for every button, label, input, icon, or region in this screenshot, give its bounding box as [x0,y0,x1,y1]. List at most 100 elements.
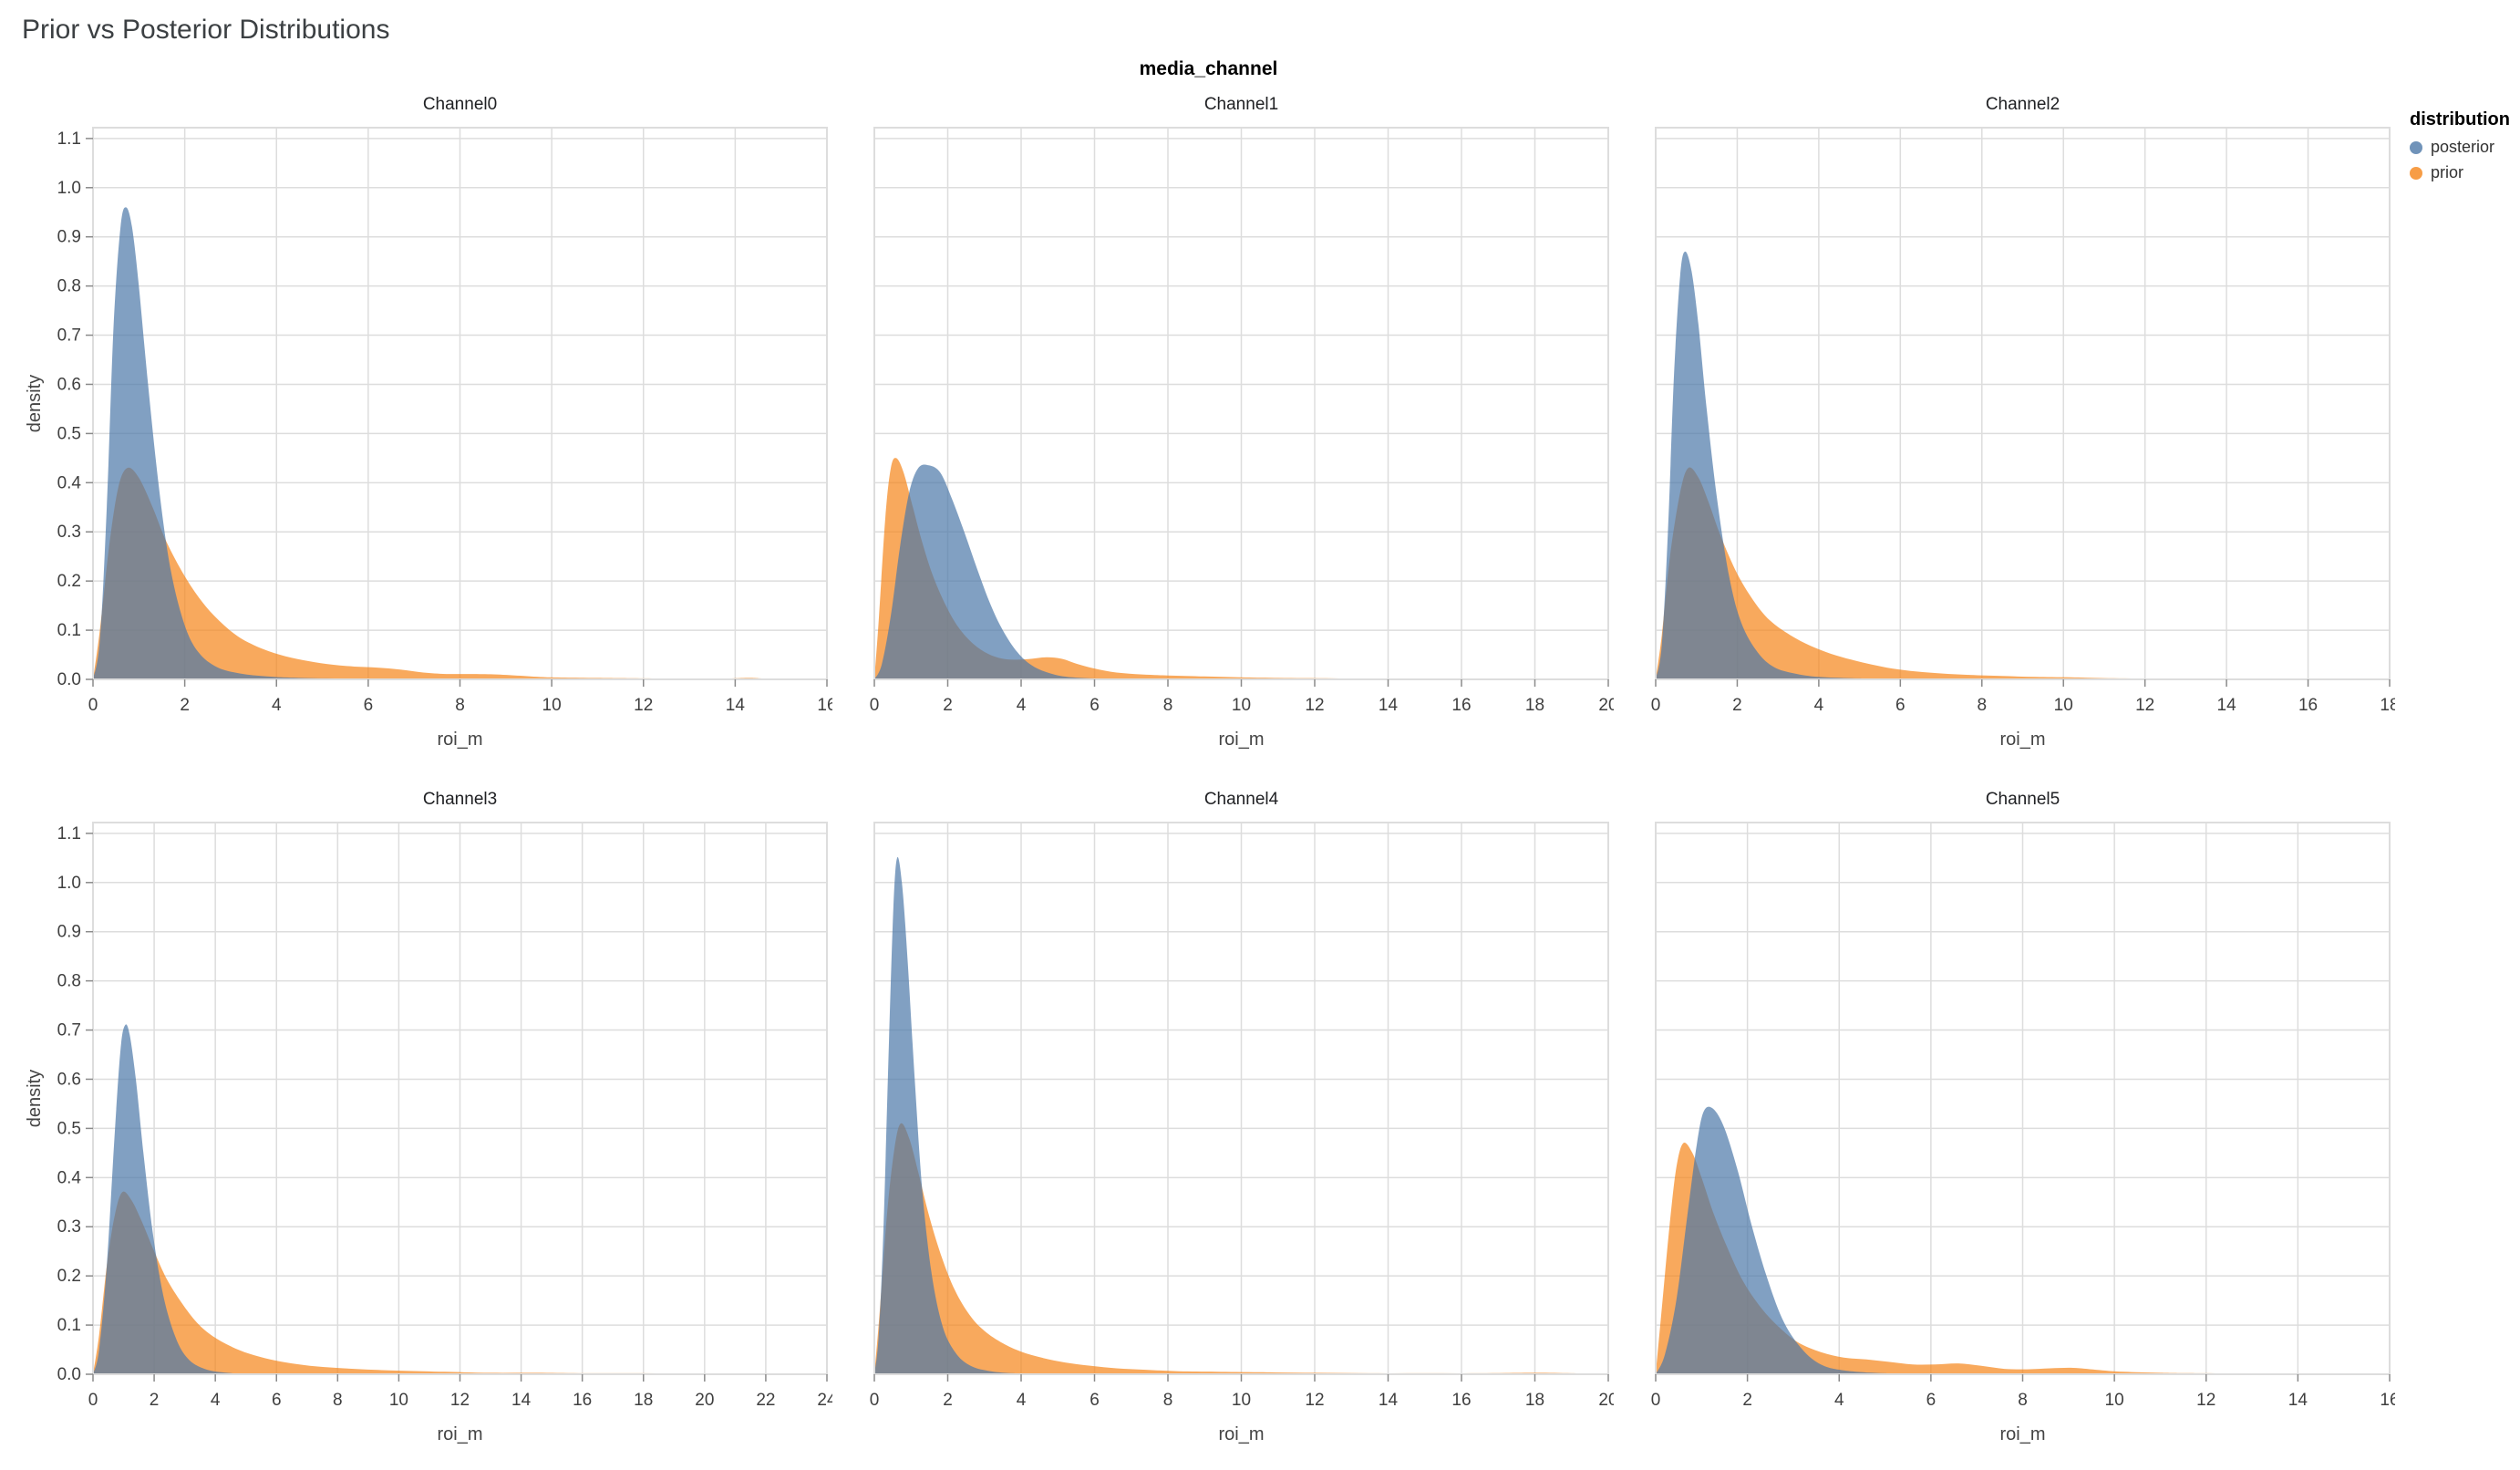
svg-text:1.0: 1.0 [57,874,81,893]
svg-text:16: 16 [1451,1391,1471,1410]
svg-text:roi_m: roi_m [1218,1424,1264,1444]
svg-text:6: 6 [1090,1391,1100,1410]
svg-text:6: 6 [1090,696,1100,715]
svg-text:12: 12 [1305,696,1324,715]
svg-text:0.7: 0.7 [57,1021,81,1040]
legend: distribution posterior prior [2410,109,2510,189]
legend-label-posterior: posterior [2431,138,2495,156]
facet-chart-channel0: 0 2 4 6 8 10 12 14 16 roi_m 0.0 0.1 0.2 0.3 0.4 0.5 0.6 0… [25,127,832,750]
facet-header: media_channel [1139,58,1278,79]
svg-text:0.8: 0.8 [57,972,81,991]
svg-text:0.7: 0.7 [57,326,81,346]
facet-title: Channel1 [1203,95,1279,114]
svg-text:0.6: 0.6 [57,375,81,394]
svg-text:8: 8 [1977,696,1987,715]
svg-text:4: 4 [272,696,282,715]
svg-text:14: 14 [1379,696,1399,715]
legend-item-prior: prior [2410,163,2510,182]
svg-text:4: 4 [1814,696,1824,715]
facet-channel5: Channel5 0 2 4 6 8 10 12 14 16 roi_m [1650,790,2395,1461]
facet-channel2: Channel2 0 2 4 6 8 10 12 14 16 18 roi_m [1650,95,2395,766]
svg-text:0: 0 [88,696,98,715]
svg-text:8: 8 [1163,696,1173,715]
facet-chart-channel5: 0 2 4 6 8 10 12 14 16 roi_m [1651,822,2395,1444]
facet-channel0: Channel0 0 2 4 6 8 10 12 14 16 roi_m 0.0 0.1 0.2 0.3 0… [22,95,832,766]
svg-text:4: 4 [1834,1391,1844,1410]
facet-channel1: Channel1 0 2 4 6 8 10 12 14 16 18 20 roi_m [869,95,1614,766]
svg-text:14: 14 [2288,1391,2308,1410]
svg-text:4: 4 [1017,1391,1027,1410]
svg-text:roi_m: roi_m [1999,1424,2045,1444]
charts-block: media_channel Channel0 0 2 4 6 8 10 12 14 16 roi_… [22,55,2395,1461]
facet-chart-channel2: 0 2 4 6 8 10 12 14 16 18 roi_m [1651,127,2395,750]
svg-text:8: 8 [2018,1391,2028,1410]
svg-text:2: 2 [150,1391,160,1410]
svg-text:density: density [25,375,45,432]
svg-text:6: 6 [1926,1391,1936,1410]
svg-text:0: 0 [870,1391,880,1410]
svg-text:2: 2 [1742,1391,1752,1410]
svg-text:1.1: 1.1 [57,824,81,844]
svg-text:22: 22 [756,1391,775,1410]
svg-text:0.0: 0.0 [57,670,81,689]
svg-text:18: 18 [2380,696,2395,715]
svg-text:12: 12 [1305,1391,1324,1410]
svg-text:16: 16 [573,1391,592,1410]
svg-text:14: 14 [1379,1391,1399,1410]
facet-title: Channel5 [1985,790,2060,809]
svg-text:20: 20 [1598,696,1614,715]
facet-channel3: Channel3 0 2 4 6 8 10 12 14 16 18 20 22 24 roi_m 0.0 0.… [22,790,832,1461]
svg-text:12: 12 [2196,1391,2215,1410]
legend-title: distribution [2410,109,2510,129]
svg-text:0.6: 0.6 [57,1070,81,1089]
svg-text:0.9: 0.9 [57,228,81,247]
svg-text:18: 18 [1525,696,1544,715]
svg-text:10: 10 [389,1391,408,1410]
facet-chart-channel4: 0 2 4 6 8 10 12 14 16 18 20 roi_m [870,822,1614,1444]
svg-text:2: 2 [943,1391,953,1410]
svg-text:10: 10 [542,696,562,715]
chart-content: media_channel Channel0 0 2 4 6 8 10 12 14 16 roi_… [22,55,2510,1461]
legend-swatch-posterior-icon [2410,140,2422,154]
facet-title: Channel0 [422,95,498,114]
svg-text:18: 18 [634,1391,653,1410]
svg-text:roi_m: roi_m [437,730,482,750]
facet-grid: Channel0 0 2 4 6 8 10 12 14 16 roi_m 0.0 0.1 0.2 0.3 0… [22,95,2395,1461]
svg-text:2: 2 [943,696,953,715]
svg-text:0.4: 0.4 [57,1168,82,1187]
svg-text:6: 6 [364,696,374,715]
facet-chart-channel3: 0 2 4 6 8 10 12 14 16 18 20 22 24roi_m0.00.10.20.30.… [25,822,832,1444]
svg-text:14: 14 [726,696,746,715]
svg-text:16: 16 [817,696,832,715]
svg-text:10: 10 [2054,696,2073,715]
svg-text:0.0: 0.0 [57,1365,81,1384]
svg-text:6: 6 [272,1391,282,1410]
svg-text:roi_m: roi_m [1218,730,1264,750]
svg-text:2: 2 [180,696,190,715]
svg-text:0: 0 [88,1391,98,1410]
svg-text:4: 4 [211,1391,221,1410]
legend-label-prior: prior [2431,163,2464,181]
svg-text:1.0: 1.0 [57,179,81,198]
page-title: Prior vs Posterior Distributions [22,15,390,45]
svg-text:12: 12 [634,696,653,715]
svg-text:2: 2 [1732,696,1742,715]
svg-text:0.5: 0.5 [57,424,81,443]
svg-text:0.1: 0.1 [57,621,81,640]
facet-channel4: Channel4 0 2 4 6 8 10 12 14 16 18 20 roi_m [869,790,1614,1461]
facet-title: Channel3 [422,790,498,809]
svg-text:0.8: 0.8 [57,277,81,296]
svg-text:12: 12 [2135,696,2154,715]
svg-text:0.4: 0.4 [57,473,82,492]
svg-text:1.1: 1.1 [57,129,81,149]
svg-text:roi_m: roi_m [1999,730,2045,750]
svg-text:0.3: 0.3 [57,523,81,542]
svg-text:10: 10 [1232,1391,1251,1410]
svg-text:0.3: 0.3 [57,1217,81,1237]
svg-text:8: 8 [455,696,465,715]
facet-title: Channel4 [1203,790,1279,809]
legend-swatch-prior-icon [2410,166,2422,180]
svg-text:0.2: 0.2 [57,572,81,591]
svg-text:10: 10 [2105,1391,2124,1410]
